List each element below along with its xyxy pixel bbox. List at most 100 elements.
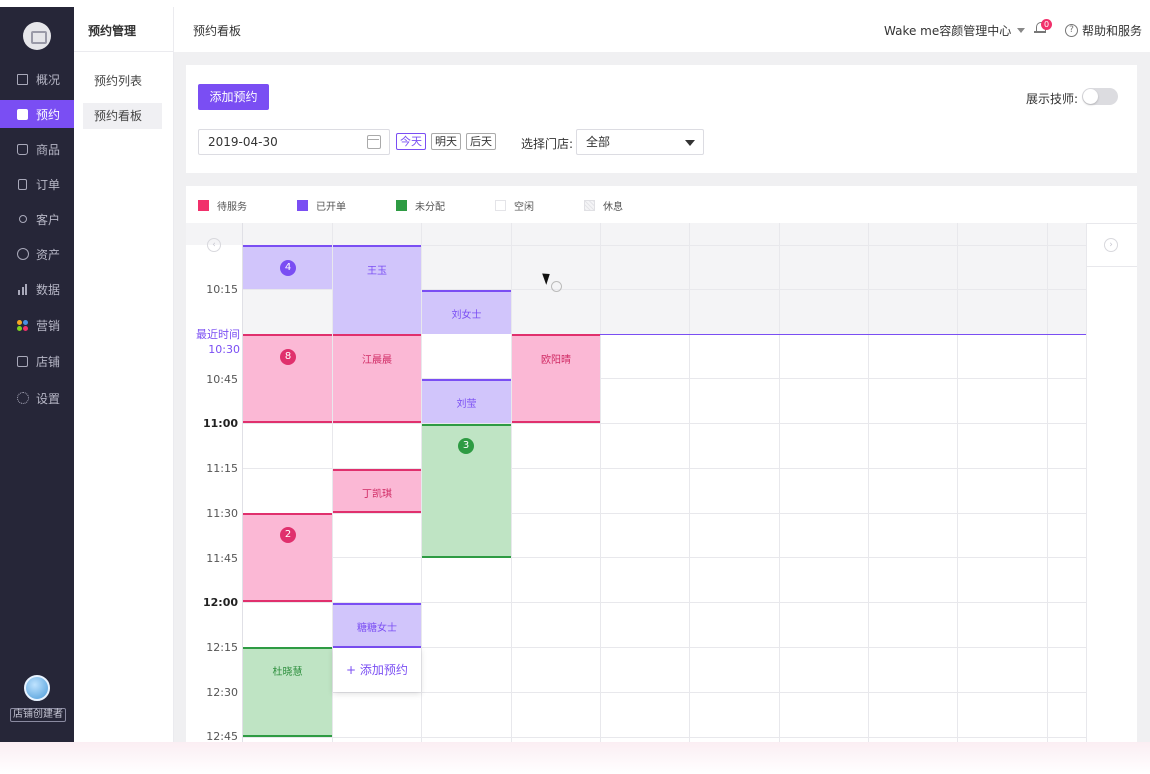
date-value: 2019-04-30 [208,135,278,149]
sidebar-item-label: 预约 [36,107,61,122]
grid-line [242,647,1086,648]
center-name: Wake me容颜管理中心 [884,24,1012,38]
tomorrow-chip[interactable]: 明天 [431,133,461,150]
store-select-label: 选择门店: [521,137,574,151]
appointment-name: 杜晓慧 [272,667,303,678]
sidebar-item-data[interactable]: 数据 [0,275,74,303]
grid-line [242,245,1086,246]
grid-line [242,423,1086,424]
sidebar-item-appointments[interactable]: 预约 [0,100,74,128]
today-chip[interactable]: 今天 [396,133,426,150]
time-label: 12:00 [202,596,238,609]
appointment-block[interactable]: 欧阳晴 [512,334,600,423]
filter-panel: 添加预约 展示技师: 2019-04-30 今天 明天 后天 选择门店: 全部 [186,65,1137,173]
store-logo[interactable] [23,22,51,50]
show-technician-toggle[interactable] [1082,88,1118,105]
app-window: 概况 预约 商品 订单 客户 资产 数据 营销 [0,7,1150,742]
grid-line [868,223,869,742]
time-label: 11:45 [206,552,238,565]
sub-sidebar: 预约管理 预约列表 预约看板 [74,7,174,742]
legend-swatch [396,200,407,211]
sidebar-item-customers[interactable]: 客户 [0,205,74,233]
grid-line [957,223,958,742]
appointment-block[interactable]: 丁凯琪 [333,469,421,513]
add-appointment-button[interactable]: 添加预约 [198,84,269,110]
center-switcher[interactable]: Wake me容颜管理中心 [884,22,1026,39]
grid-line [242,223,243,742]
appointment-name: 王玉 [367,266,387,277]
sidebar-item-label: 概况 [36,72,61,87]
appointment-block[interactable]: 刘莹 [422,379,511,423]
calendar-icon[interactable] [367,135,381,149]
sidebar-item-settings[interactable]: 设置 [0,384,74,412]
legend-swatch [198,200,209,211]
grid-line [242,602,1086,603]
legend-item-free: 空闲 [495,198,584,213]
sidebar-item-label: 设置 [36,391,61,406]
add-appointment-slot[interactable]: + 添加预约 [333,648,421,692]
sidebar-item-store[interactable]: 店铺 [0,347,74,375]
appointment-count-badge: 4 [280,260,296,276]
store-select-value: 全部 [586,135,611,149]
chevron-down-icon [1017,28,1026,33]
time-label: 10:15 [206,283,238,296]
subnav-item-appointment-board[interactable]: 预约看板 [83,103,162,129]
grid-line [1047,223,1048,742]
previous-columns-arrow-icon[interactable]: ‹ [207,238,221,252]
sidebar-item-label: 数据 [36,282,61,297]
now-label-time: 10:30 [208,343,240,356]
window-shadow [0,742,1150,774]
sidebar-item-overview[interactable]: 概况 [0,65,74,93]
legend-label: 待服务 [217,202,247,213]
now-label-title: 最近时间 [196,328,240,341]
question-circle-icon: ? [1065,24,1078,37]
time-label: 12:45 [206,730,238,742]
schedule-grid: ‹ › 10:15 10:45 11:00 11:15 11:30 11:45 … [186,223,1137,742]
sidebar-item-products[interactable]: 商品 [0,135,74,163]
top-header: 预约看板 Wake me容颜管理中心 0 ? 帮助和服务 [174,7,1150,52]
avatar[interactable] [24,675,50,701]
day-after-tomorrow-chip[interactable]: 后天 [466,133,496,150]
appointment-count-badge: 8 [280,349,296,365]
appointment-count-badge: 2 [280,527,296,543]
legend-swatch [495,200,506,211]
status-legend: 待服务 已开单 未分配 空闲 休息 [198,198,623,213]
appointment-block[interactable]: 糖糖女士 [333,603,421,648]
appointment-block[interactable]: 刘女士 [422,290,511,334]
appointment-block[interactable] [243,334,332,423]
legend-label: 休息 [603,202,623,213]
next-columns-arrow-icon[interactable]: › [1104,238,1118,252]
grid-line [511,223,512,742]
document-icon [16,178,29,191]
legend-label: 已开单 [316,202,346,213]
appointment-block[interactable]: 江晨晨 [333,334,421,423]
sidebar-item-label: 店铺 [36,354,61,369]
grid-line [689,223,690,742]
sidebar-item-label: 客户 [36,212,61,227]
appointment-block[interactable]: 杜晓慧 [243,647,332,737]
bar-chart-icon [16,283,29,296]
subnav-item-appointment-list[interactable]: 预约列表 [94,74,143,88]
time-label: 12:15 [206,641,238,654]
appointment-name: 刘莹 [456,399,477,410]
monitor-icon [16,73,29,86]
time-label: 11:15 [206,462,238,475]
help-link[interactable]: ? 帮助和服务 [1065,22,1142,39]
legend-item-opened: 已开单 [297,198,396,213]
sidebar-item-assets[interactable]: 资产 [0,240,74,268]
grid-line [242,692,1086,693]
time-label: 10:45 [206,373,238,386]
store-select[interactable]: 全部 [576,129,704,155]
sidebar-item-label: 订单 [36,177,61,192]
grid-line [600,223,601,742]
sidebar-item-marketing[interactable]: 营销 [0,311,74,339]
appointment-block[interactable]: 王玉 [333,245,421,334]
grid-line [242,557,1086,558]
sidebar-item-orders[interactable]: 订单 [0,170,74,198]
date-picker-input[interactable]: 2019-04-30 [198,129,390,155]
grid-line [242,737,1086,738]
legend-swatch [297,200,308,211]
time-label: 11:30 [206,507,238,520]
legend-item-unassigned: 未分配 [396,198,495,213]
grid-line [1086,223,1087,742]
